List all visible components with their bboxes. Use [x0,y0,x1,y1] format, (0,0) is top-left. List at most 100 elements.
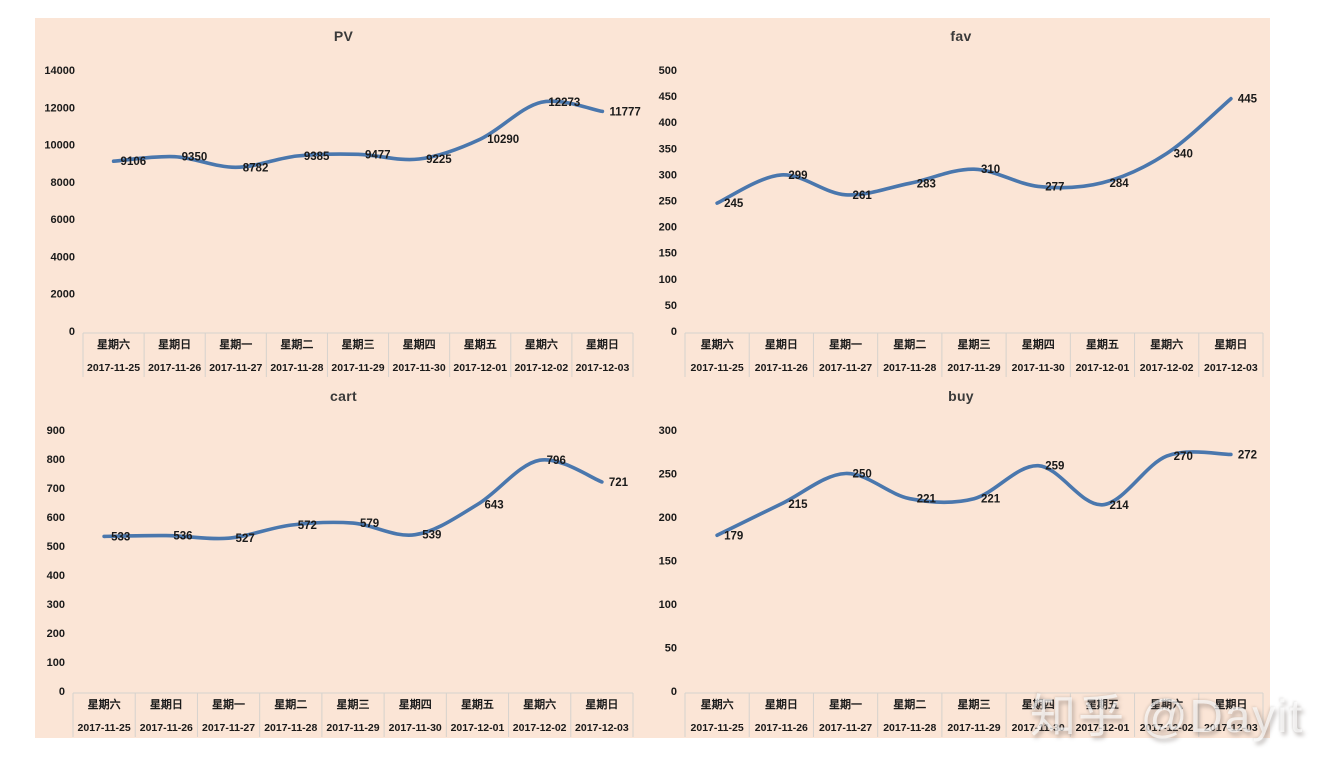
y-tick-label: 150 [659,248,677,260]
y-tick-label: 50 [665,643,677,655]
weekday-label: 星期二 [274,697,307,711]
y-tick-label: 200 [659,222,677,234]
data-label: 299 [788,170,807,182]
chart-canvas-cart: 900 800 700 600 500 400 300 200 100 0 星期六 2017-11-2… [47,425,634,737]
date-label: 2017-12-03 [1204,722,1258,734]
chart-fav-title: fav [950,28,972,44]
data-label: 283 [917,178,936,190]
date-label: 2017-12-03 [576,362,630,374]
y-tick-label: 12000 [44,102,75,114]
data-labels: 9106 9350 8782 9385 9477 9225 10290 12273 11777 [121,97,641,174]
weekday-label: 星期六 [88,697,121,711]
y-tick-label: 350 [659,143,677,155]
date-label: 2017-12-01 [451,722,505,734]
data-label: 179 [724,530,743,542]
weekday-label: 星期六 [525,337,558,351]
weekday-label: 星期六 [1150,337,1183,351]
y-tick-label: 100 [659,274,677,286]
date-label: 2017-12-03 [1204,362,1258,374]
data-label: 9350 [182,152,208,164]
weekday-label: 星期日 [585,697,618,711]
chart-cart: cart 900 800 700 600 500 400 300 200 100 0 星期六 2017… [35,378,652,738]
data-label: 9106 [121,156,147,168]
date-label: 2017-11-30 [1012,362,1065,374]
date-label: 2017-11-29 [331,362,384,374]
x-axis-table: 星期六 2017-11-25 星期日 2017-11-26 星期一 2017-11-27 星… [684,332,1264,377]
y-tick-label: 500 [659,65,677,77]
data-label: 250 [853,469,872,481]
weekday-label: 星期三 [958,337,991,351]
date-label: 2017-11-30 [389,722,442,734]
data-label: 284 [1109,178,1129,190]
date-label: 2017-11-28 [883,722,936,734]
y-tick-label: 400 [659,117,677,129]
data-labels: 533 536 527 572 579 539 643 796 721 [111,455,629,545]
date-label: 2017-11-25 [87,362,140,374]
series-line [715,450,1233,538]
data-label: 643 [484,500,503,512]
series-line [715,96,1233,205]
data-label: 10290 [487,134,519,146]
chart-pv-title: PV [333,28,354,44]
y-tick-label: 0 [671,686,677,698]
data-label: 340 [1174,149,1193,161]
y-axis: 300 250 200 150 100 50 0 [659,425,677,698]
date-label: 2017-11-27 [819,362,872,374]
y-tick-label: 6000 [51,214,75,226]
data-label: 445 [1238,94,1258,106]
weekday-label: 星期四 [399,697,432,711]
data-label: 533 [111,531,130,543]
y-tick-label: 14000 [44,65,75,77]
data-label: 796 [547,455,566,467]
x-axis-table: 星期六 2017-11-25 星期日 2017-11-26 星期一 2017-11-27 星… [684,692,1264,737]
data-label: 259 [1045,461,1064,473]
chart-buy: buy 300 250 200 150 100 50 0 星期六 2017-11-25 星期日 20… [652,378,1270,738]
weekday-label: 星期二 [893,337,926,351]
date-label: 2017-11-27 [209,362,262,374]
data-label: 9385 [304,151,330,163]
data-label: 214 [1109,500,1129,512]
data-label: 8782 [243,162,269,174]
weekday-label: 星期二 [280,337,313,351]
data-label: 310 [981,164,1000,176]
y-tick-label: 10000 [44,140,75,152]
weekday-label: 星期日 [765,697,798,711]
weekday-label: 星期三 [342,337,375,351]
weekday-label: 星期日 [586,337,619,351]
weekday-label: 星期六 [701,337,734,351]
data-label: 261 [853,190,873,202]
weekday-label: 星期日 [765,337,798,351]
data-label: 221 [981,494,1001,506]
date-label: 2017-12-02 [514,362,568,374]
y-tick-label: 700 [47,483,65,495]
chart-buy-title: buy [948,388,974,404]
weekday-label: 星期日 [1214,697,1247,711]
date-label: 2017-11-30 [393,362,446,374]
weekday-label: 星期五 [1086,337,1119,351]
y-tick-label: 450 [659,91,677,103]
chart-canvas-buy: 300 250 200 150 100 50 0 星期六 2017-11-25 星期日 2017-1… [659,425,1264,737]
y-tick-label: 900 [47,425,65,437]
weekday-label: 星期四 [403,337,436,351]
y-tick-label: 0 [69,326,75,338]
series-line [111,99,605,170]
data-label: 721 [609,477,629,489]
date-label: 2017-11-26 [755,362,808,374]
date-label: 2017-12-03 [575,722,629,734]
date-label: 2017-11-26 [140,722,193,734]
chart-fav: fav 500 450 400 350 300 250 200 150 100 50 0 星期六 201… [652,18,1270,378]
weekday-label: 星期六 [97,337,130,351]
weekday-label: 星期一 [212,697,245,711]
date-label: 2017-11-29 [947,722,1000,734]
date-label: 2017-11-28 [883,362,936,374]
chart-pv: PV 14000 12000 10000 8000 6000 4000 2000 0 星期六 20… [35,18,652,378]
weekday-label: 星期五 [1086,697,1119,711]
y-tick-label: 50 [665,300,677,312]
weekday-label: 星期六 [1150,697,1183,711]
y-tick-label: 4000 [51,251,75,263]
date-label: 2017-11-29 [947,362,1000,374]
date-label: 2017-11-27 [819,722,872,734]
data-label: 9477 [365,149,391,161]
weekday-label: 星期一 [829,337,862,351]
date-label: 2017-12-02 [1140,362,1194,374]
